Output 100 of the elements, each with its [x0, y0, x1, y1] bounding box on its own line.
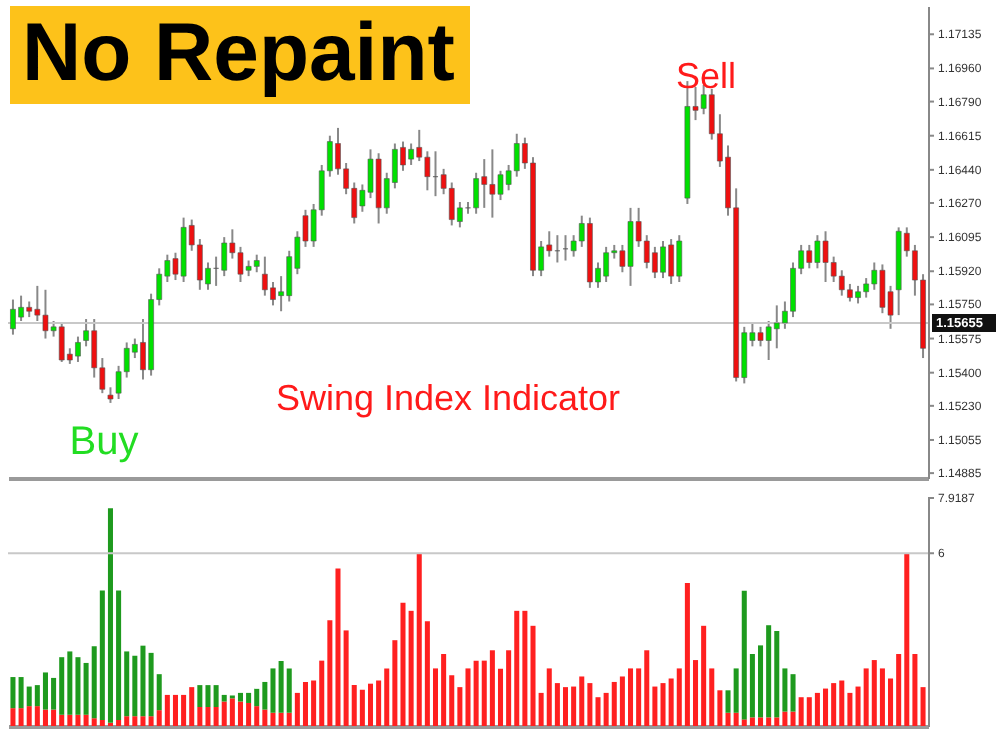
bar: [140, 716, 146, 726]
bar: [644, 650, 650, 726]
annotation: Buy: [69, 420, 139, 464]
bar: [416, 553, 422, 726]
bar: [254, 706, 260, 726]
candlestick: [489, 148, 496, 219]
bar: [18, 708, 24, 726]
bar: [660, 683, 666, 726]
candlestick: [660, 240, 666, 280]
bar: [51, 709, 57, 726]
candlestick: [75, 335, 81, 363]
candlestick: [806, 243, 813, 270]
bar: [814, 692, 820, 726]
bar: [99, 719, 105, 726]
bar: [619, 676, 625, 726]
bar: [148, 652, 154, 717]
bar: [181, 694, 187, 726]
bar: [278, 712, 284, 726]
bar: [67, 714, 73, 726]
bar: [806, 697, 812, 726]
bar: [749, 717, 755, 726]
candlestick: [221, 236, 228, 278]
candlestick: [408, 142, 414, 166]
bar: [67, 651, 73, 715]
bar: [107, 508, 113, 723]
bar: [562, 687, 569, 726]
bar: [904, 553, 910, 726]
bar: [254, 688, 260, 707]
bar: [514, 610, 520, 726]
bar: [741, 590, 747, 720]
bar: [75, 657, 81, 715]
bar: [237, 701, 243, 726]
candlestick: [757, 325, 764, 348]
bar: [587, 683, 593, 726]
bar: [701, 625, 707, 726]
candlestick: [424, 150, 431, 192]
candlestick: [822, 230, 829, 283]
candlestick: [270, 280, 276, 307]
bar: [83, 714, 89, 726]
bar: [286, 668, 292, 713]
bar: [823, 688, 829, 726]
bar: [91, 718, 97, 726]
bar: [246, 702, 252, 726]
bar: [246, 692, 252, 703]
bar: [798, 697, 804, 726]
candlestick: [838, 269, 845, 297]
bar: [546, 668, 552, 726]
bar: [237, 692, 243, 702]
bar: [359, 689, 365, 726]
bar: [213, 685, 219, 707]
bar: [782, 711, 788, 726]
bar: [473, 660, 479, 726]
bar: [871, 660, 877, 726]
candlestick: [58, 321, 65, 363]
bar: [611, 681, 617, 726]
bar: [774, 630, 780, 718]
candlestick: [603, 245, 609, 283]
bar: [221, 701, 227, 726]
bar: [522, 610, 528, 726]
bar: [59, 657, 65, 715]
candlestick: [814, 234, 821, 270]
bar: [441, 654, 447, 726]
chart-title: No Repaint: [10, 6, 471, 105]
annotation: Swing Index Indicator: [275, 378, 621, 418]
bar: [42, 709, 48, 726]
candlestick: [676, 234, 683, 283]
candlestick: [262, 255, 268, 297]
candlestick: [765, 319, 772, 361]
candlestick: [879, 263, 886, 315]
bar: [400, 602, 406, 726]
bar: [628, 668, 634, 726]
bar: [920, 687, 926, 726]
bar: [465, 668, 471, 726]
bar: [774, 717, 780, 726]
bar: [766, 717, 772, 726]
bar: [733, 712, 739, 726]
candlestick: [473, 171, 479, 215]
bar: [116, 719, 122, 726]
candlestick: [481, 158, 488, 209]
candlestick: [513, 132, 520, 178]
bar: [831, 683, 837, 726]
bar: [863, 668, 869, 726]
bar: [229, 698, 235, 726]
bar: [34, 706, 40, 726]
bar: [164, 694, 170, 726]
bar: [75, 714, 81, 726]
bar: [189, 687, 195, 726]
bar: [42, 672, 48, 710]
bar: [579, 676, 585, 726]
bar: [140, 645, 146, 717]
bar: [197, 685, 203, 707]
bar: [205, 685, 211, 707]
candlestick: [42, 288, 49, 340]
bar: [10, 708, 16, 726]
candlestick: [18, 294, 24, 322]
bar: [18, 677, 24, 709]
candlestick: [668, 238, 674, 285]
bar: [684, 582, 690, 726]
bar: [790, 674, 796, 712]
candlestick: [627, 206, 634, 287]
